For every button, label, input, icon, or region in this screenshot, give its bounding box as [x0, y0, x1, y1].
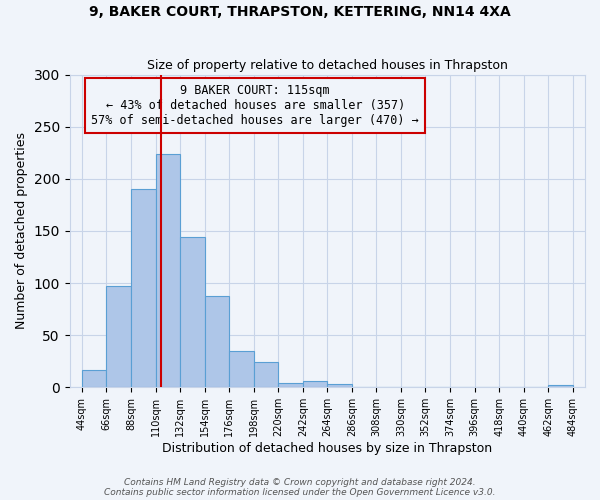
Bar: [278, 383, 303, 388]
Bar: [328, 384, 352, 388]
Bar: [229, 351, 254, 388]
Text: 9 BAKER COURT: 115sqm
← 43% of detached houses are smaller (357)
57% of semi-det: 9 BAKER COURT: 115sqm ← 43% of detached …: [91, 84, 419, 127]
Bar: [106, 286, 131, 388]
Bar: [131, 189, 155, 388]
Bar: [254, 362, 278, 388]
Bar: [205, 296, 229, 388]
Bar: [155, 154, 180, 388]
Text: 9, BAKER COURT, THRAPSTON, KETTERING, NN14 4XA: 9, BAKER COURT, THRAPSTON, KETTERING, NN…: [89, 5, 511, 19]
Y-axis label: Number of detached properties: Number of detached properties: [15, 132, 28, 330]
Bar: [82, 370, 106, 388]
Title: Size of property relative to detached houses in Thrapston: Size of property relative to detached ho…: [147, 59, 508, 72]
Text: Contains HM Land Registry data © Crown copyright and database right 2024.
Contai: Contains HM Land Registry data © Crown c…: [104, 478, 496, 497]
Bar: [548, 386, 573, 388]
Bar: [180, 237, 205, 388]
Bar: [303, 381, 328, 388]
X-axis label: Distribution of detached houses by size in Thrapston: Distribution of detached houses by size …: [162, 442, 493, 455]
